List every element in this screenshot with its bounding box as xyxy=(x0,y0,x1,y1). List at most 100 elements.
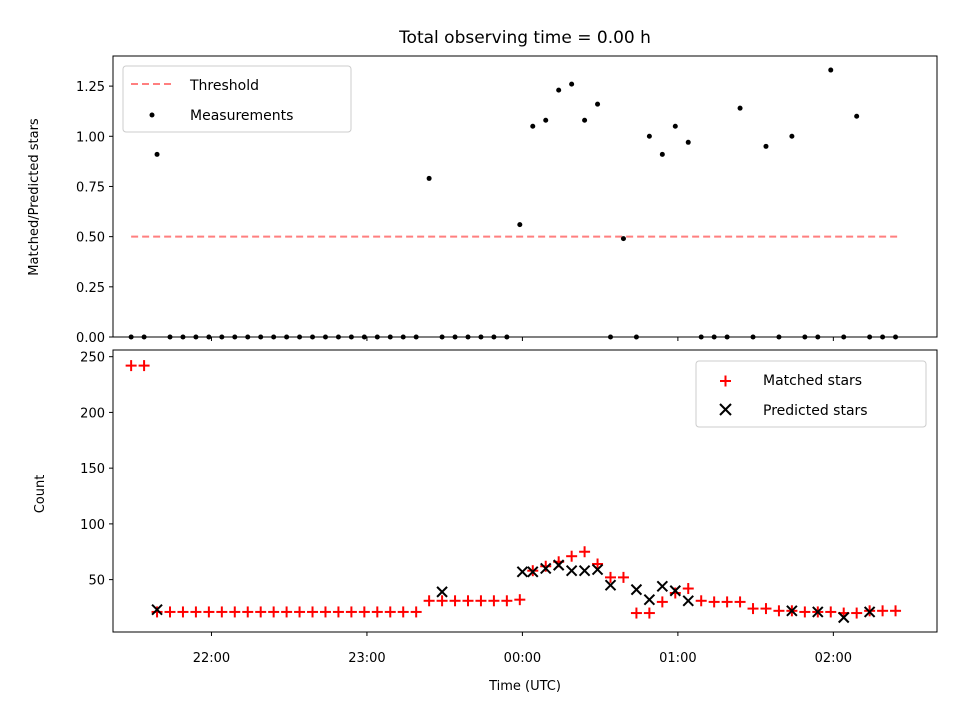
bottom-ytick-label: 50 xyxy=(88,574,105,589)
predicted-star-point xyxy=(604,579,617,591)
predicted-star-point xyxy=(540,562,552,575)
matched-star-point xyxy=(669,587,681,599)
matched-star-point xyxy=(319,606,331,618)
top-ytick-label: 1.00 xyxy=(76,130,105,145)
predicted-star-point xyxy=(863,606,876,618)
measurement-point xyxy=(517,222,523,228)
measurement-point xyxy=(828,67,834,73)
measurement-point xyxy=(556,87,562,93)
top-ytick-label: 0.25 xyxy=(76,281,105,296)
bottom-legend: Matched stars Predicted stars xyxy=(695,360,927,428)
matched-star-point xyxy=(125,360,137,372)
matched-star-point xyxy=(294,606,306,618)
measurement-point xyxy=(659,151,665,157)
bottom-xtick-label: 02:00 xyxy=(815,651,852,666)
measurement-point xyxy=(646,133,652,139)
matched-star-point xyxy=(138,360,150,372)
matched-star-point xyxy=(307,606,319,618)
predicted-star-stroke xyxy=(436,586,448,598)
top-axes-frame xyxy=(112,55,938,338)
matched-star-point xyxy=(268,606,280,618)
matched-star-point xyxy=(514,594,526,606)
matched-star-point xyxy=(890,605,902,617)
measurement-point xyxy=(530,123,536,129)
matched-star-point xyxy=(332,606,344,618)
predicted-star-stroke xyxy=(786,605,798,617)
predicted-star-stroke xyxy=(578,564,591,577)
matched-star-point xyxy=(190,606,202,618)
predicted-star-stroke xyxy=(151,604,163,616)
matched-star-point xyxy=(371,606,383,618)
matched-star-point xyxy=(449,595,461,607)
measurement-point xyxy=(854,113,860,119)
predicted-star-stroke xyxy=(812,606,824,618)
measurement-point xyxy=(543,117,549,123)
matched-star-point xyxy=(255,606,267,618)
legend-matched-label: Matched stars xyxy=(763,373,862,389)
matched-star-point xyxy=(397,606,409,618)
bottom-xtick-label: 22:00 xyxy=(193,651,230,666)
predicted-star-point xyxy=(812,606,824,618)
legend-threshold-label: Threshold xyxy=(189,78,259,94)
bottom-xlabel: Time (UTC) xyxy=(488,679,561,694)
matched-star-point xyxy=(281,606,293,618)
matched-star-point xyxy=(877,605,889,617)
bottom-xtick-label: 00:00 xyxy=(504,651,541,666)
matched-star-point xyxy=(708,596,720,608)
predicted-star-point xyxy=(591,563,604,576)
predicted-star-stroke xyxy=(540,562,552,575)
legend-predicted-swatch xyxy=(719,403,732,416)
matched-star-point xyxy=(410,606,422,618)
measurement-point xyxy=(763,143,769,149)
matched-star-point xyxy=(721,596,733,608)
matched-star-point xyxy=(799,606,811,618)
top-ytick-label: 0.50 xyxy=(76,231,105,246)
predicted-star-point xyxy=(527,566,539,578)
matched-star-point xyxy=(760,603,772,615)
bottom-ytick-label: 150 xyxy=(80,462,105,477)
predicted-star-stroke xyxy=(630,583,643,596)
predicted-star-point xyxy=(630,583,643,596)
matched-star-point xyxy=(617,571,629,583)
measurement-point xyxy=(154,151,160,157)
measurement-point xyxy=(426,175,432,181)
top-ytick-label: 0.75 xyxy=(76,180,105,195)
matched-star-point xyxy=(203,606,215,618)
bottom-ylabel: Count xyxy=(33,475,48,514)
predicted-star-stroke xyxy=(591,563,604,576)
legend-measurements-label: Measurements xyxy=(190,108,293,124)
matched-star-point xyxy=(345,606,357,618)
matched-star-point xyxy=(747,603,759,615)
matched-star-point xyxy=(851,607,863,619)
predicted-star-point xyxy=(838,611,850,624)
predicted-star-stroke xyxy=(527,566,539,578)
legend-matched-swatch xyxy=(720,375,731,387)
matched-star-point xyxy=(358,606,370,618)
predicted-star-point xyxy=(578,564,591,577)
matched-star-point xyxy=(164,606,176,618)
measurement-point xyxy=(685,139,691,145)
matched-star-point xyxy=(384,606,396,618)
bottom-axes-frame xyxy=(112,349,938,633)
predicted-star-point xyxy=(786,605,798,617)
predicted-star-stroke xyxy=(604,579,617,591)
matched-star-point xyxy=(540,560,552,572)
matched-star-point xyxy=(216,606,228,618)
predicted-star-point xyxy=(565,564,578,577)
predicted-star-stroke xyxy=(669,585,681,597)
matched-star-point xyxy=(592,558,604,570)
predicted-star-point xyxy=(682,595,694,607)
matched-star-point xyxy=(695,595,707,607)
predicted-star-point xyxy=(643,593,656,606)
predicted-star-stroke xyxy=(565,564,578,577)
top-ylabel: Matched/Predicted stars xyxy=(27,118,42,276)
predicted-star-stroke xyxy=(682,595,694,607)
top-chart-title: Total observing time = 0.00 h xyxy=(398,28,651,48)
matched-star-point xyxy=(423,595,435,607)
measurement-point xyxy=(737,105,743,111)
top-legend: Threshold Measurements xyxy=(122,65,352,133)
bottom-ytick-label: 250 xyxy=(80,351,105,366)
top-ytick-label: 0.00 xyxy=(76,331,105,346)
predicted-star-point xyxy=(669,585,681,597)
